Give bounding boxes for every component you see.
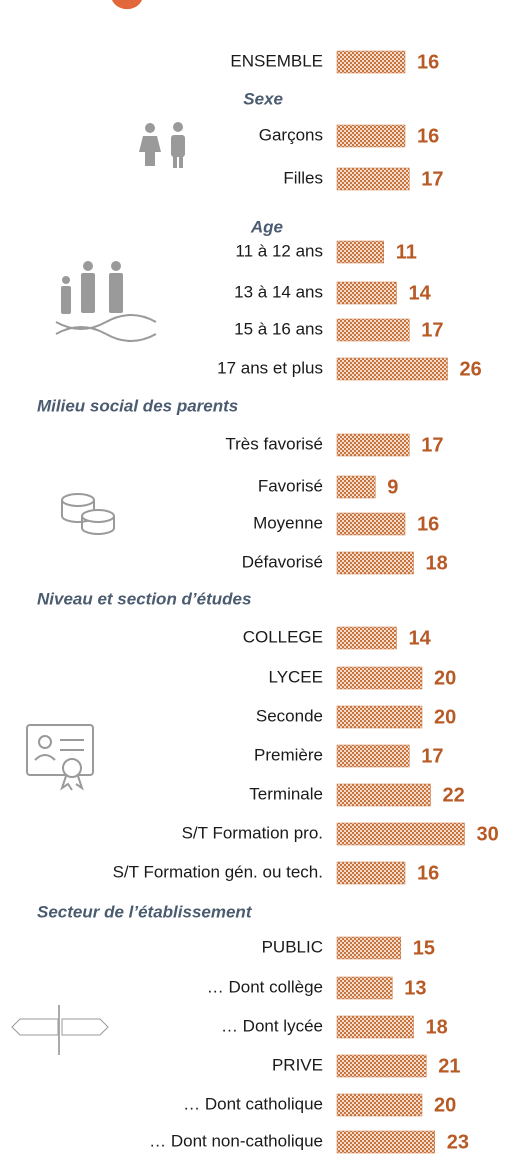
gender-icon — [139, 122, 185, 168]
value-label: 14 — [409, 282, 432, 304]
value-label: 16 — [417, 51, 439, 73]
bar — [336, 666, 423, 690]
value-label: 13 — [404, 977, 426, 999]
category-label: … Dont collège — [207, 977, 323, 996]
bar — [336, 551, 414, 575]
category-label: 13 à 14 ans — [234, 282, 323, 301]
value-label: 26 — [460, 358, 482, 380]
category-label: Filles — [283, 168, 323, 187]
bar — [336, 281, 397, 305]
bar — [336, 433, 410, 457]
value-label: 16 — [417, 125, 439, 147]
value-label: 14 — [409, 627, 432, 649]
bar — [336, 936, 401, 960]
diploma-icon — [26, 724, 94, 791]
value-label: 22 — [443, 784, 465, 806]
category-label: S/T Formation gén. ou tech. — [113, 862, 323, 881]
value-label: 20 — [434, 706, 456, 728]
value-label: 20 — [434, 667, 456, 689]
section-title: Sexe — [243, 89, 283, 108]
category-label: COLLEGE — [243, 627, 323, 646]
bar — [336, 512, 406, 536]
value-label: 30 — [477, 823, 499, 845]
value-label: 17 — [421, 168, 443, 190]
category-label: 17 ans et plus — [217, 358, 323, 377]
bar — [336, 167, 410, 191]
category-label: Moyenne — [253, 513, 323, 532]
bar — [336, 475, 376, 499]
value-label: 18 — [426, 1016, 448, 1038]
value-label: 16 — [417, 862, 439, 884]
bar — [336, 744, 410, 768]
category-label: PRIVE — [272, 1055, 323, 1074]
bar — [336, 124, 406, 148]
category-label: … Dont lycée — [221, 1016, 323, 1035]
value-label: 17 — [421, 745, 443, 767]
category-label: 15 à 16 ans — [234, 319, 323, 338]
category-label: ENSEMBLE — [230, 51, 323, 70]
category-label: LYCEE — [269, 667, 324, 686]
bar — [336, 976, 393, 1000]
category-label: Favorisé — [258, 476, 323, 495]
bar — [336, 626, 397, 650]
value-label: 9 — [387, 476, 398, 498]
value-label: 23 — [447, 1131, 469, 1153]
bar — [336, 1054, 427, 1078]
bar — [336, 1015, 414, 1039]
bar — [336, 783, 431, 807]
category-label: Première — [254, 745, 323, 764]
category-label: S/T Formation pro. — [182, 823, 323, 842]
bar — [336, 240, 384, 264]
coins-icon — [61, 493, 115, 535]
category-label: … Dont non-catholique — [149, 1131, 323, 1150]
bar — [336, 822, 465, 846]
section-title: Secteur de l’établissement — [37, 902, 253, 921]
section-title: Milieu social des parents — [37, 396, 238, 415]
age-icon — [55, 261, 157, 342]
bar — [336, 357, 448, 381]
bar — [336, 1130, 435, 1154]
category-label: PUBLIC — [262, 937, 323, 956]
value-label: 17 — [421, 434, 443, 456]
category-label: Terminale — [249, 784, 323, 803]
bar — [336, 50, 406, 74]
category-label: … Dont catholique — [183, 1094, 323, 1113]
bar — [336, 705, 423, 729]
category-label: Seconde — [256, 706, 323, 725]
section-title: Age — [250, 217, 283, 236]
value-label: 17 — [421, 319, 443, 341]
logo-fragment — [112, 0, 142, 10]
value-label: 15 — [413, 937, 435, 959]
value-label: 21 — [438, 1055, 460, 1077]
category-label: Garçons — [259, 125, 323, 144]
bar — [336, 1093, 423, 1117]
value-label: 18 — [426, 552, 448, 574]
bar — [336, 318, 410, 342]
value-label: 20 — [434, 1094, 456, 1116]
category-label: Très favorisé — [225, 434, 323, 453]
category-label: 11 à 12 ans — [235, 241, 323, 260]
section-title: Niveau et section d’études — [37, 589, 251, 608]
category-label: Défavorisé — [242, 552, 323, 571]
bar — [336, 861, 406, 885]
value-label: 16 — [417, 513, 439, 535]
signpost-icon — [11, 1005, 109, 1055]
value-label: 11 — [396, 241, 417, 263]
